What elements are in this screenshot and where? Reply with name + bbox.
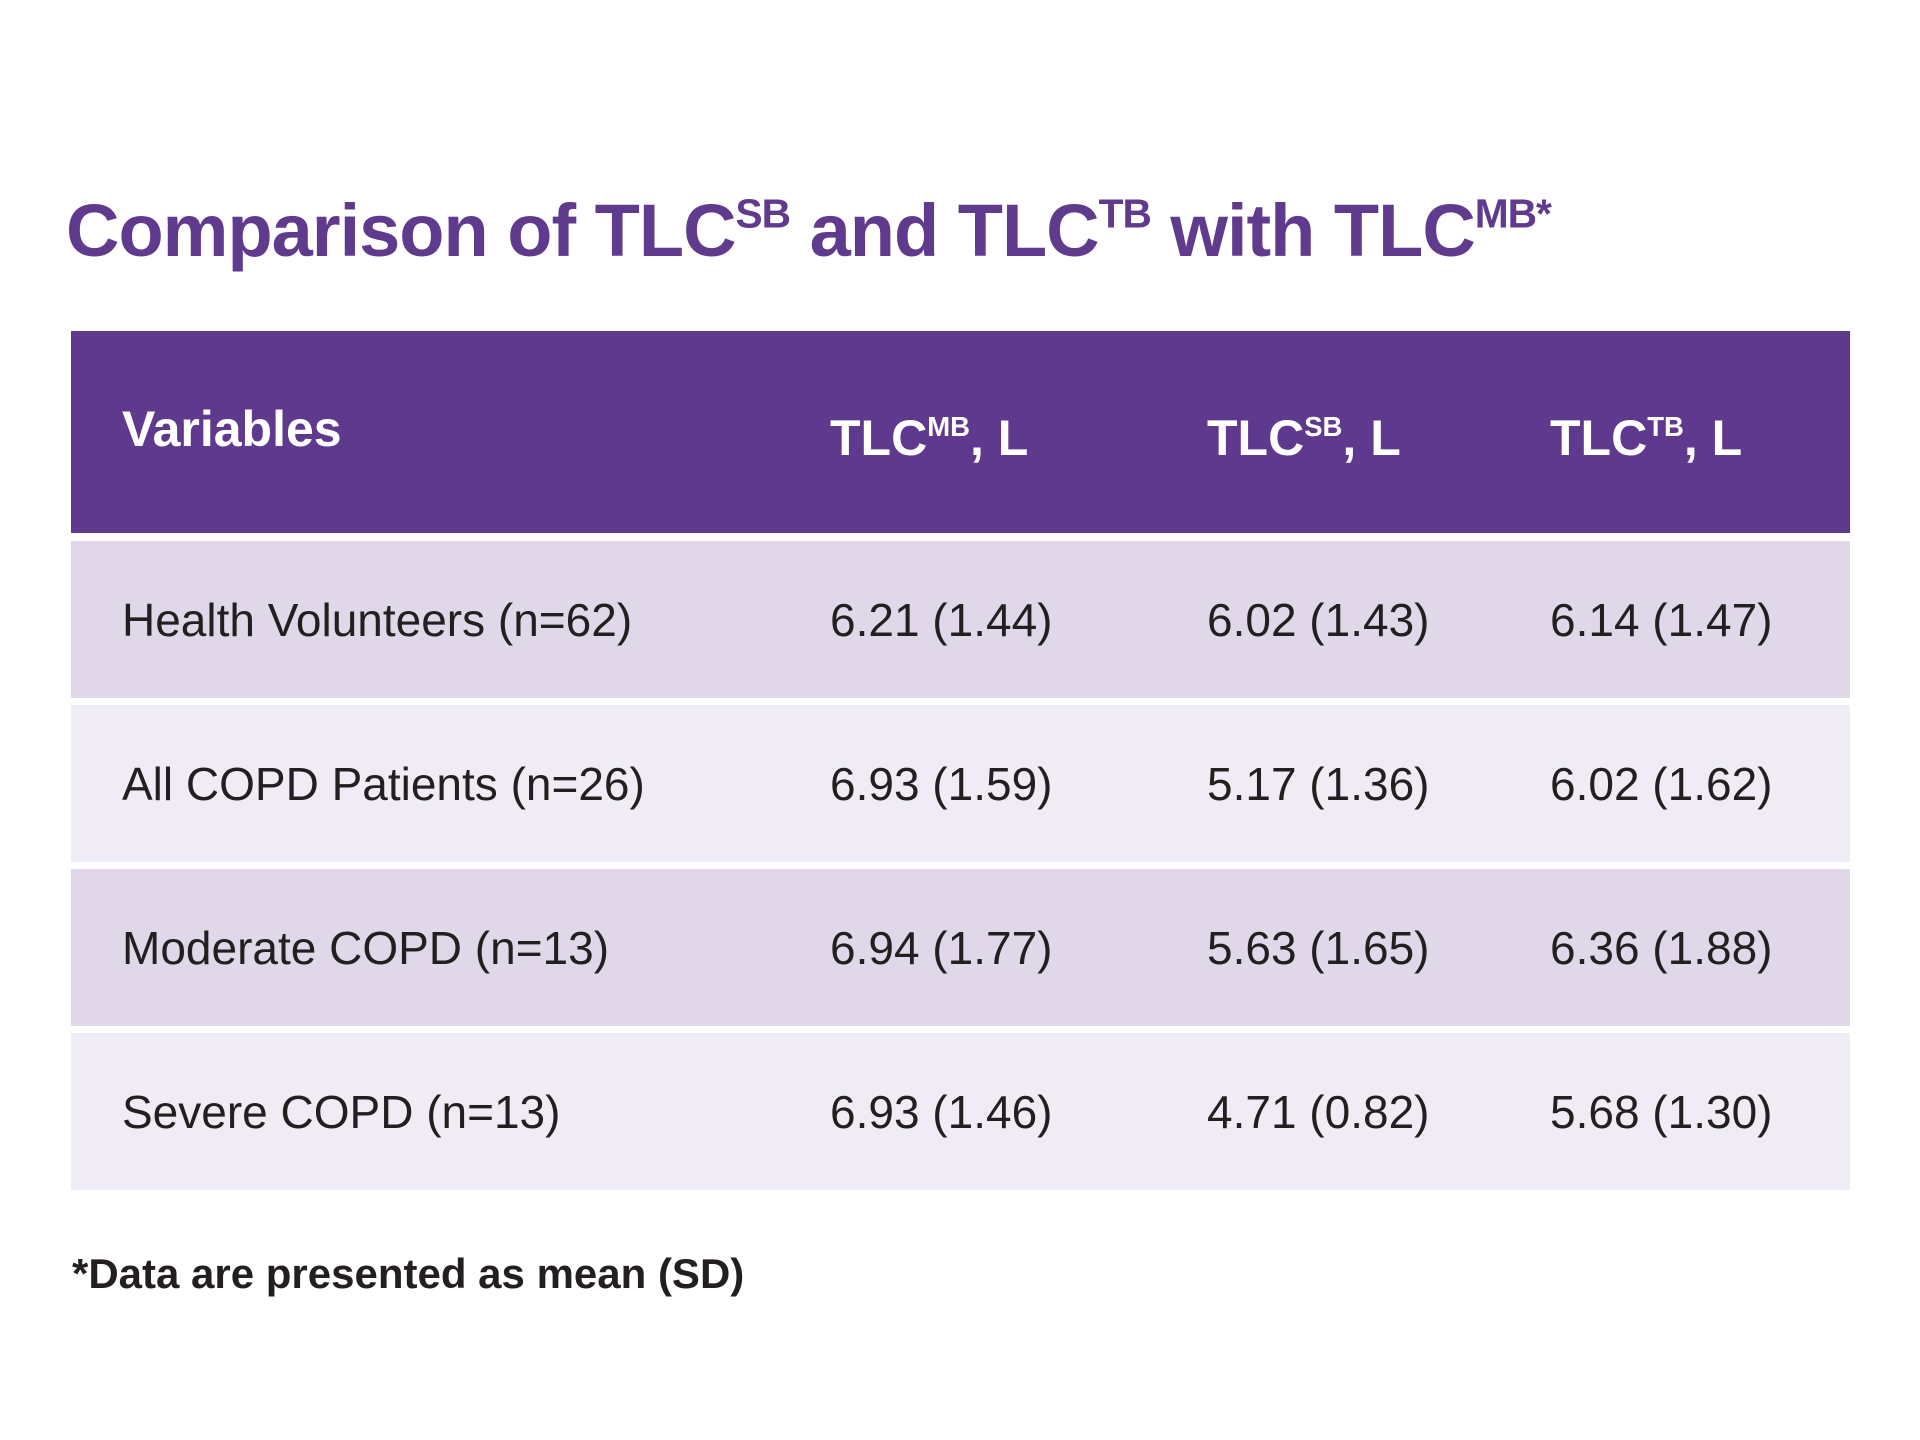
header-cell: Variables — [122, 400, 342, 458]
table-cell: Severe COPD (n=13) — [122, 1085, 561, 1138]
text: , L — [1683, 410, 1743, 466]
header-cell: TLCMB, L — [830, 409, 1028, 467]
table-row: Moderate COPD (n=13) 6.94 (1.77) 5.63 (1.6… — [71, 869, 1850, 1026]
text: Variables — [122, 401, 342, 457]
title: Comparison of TLCSB and TLCTB with TLCMB… — [66, 188, 1552, 273]
table-cell: 6.21 (1.44) — [830, 593, 1053, 646]
text: TLC — [1550, 410, 1648, 466]
text: and TLC — [790, 189, 1100, 272]
table-header: Variables TLCMB, L TLCSB, L TLCTB, L — [71, 331, 1850, 533]
table-cell: Health Volunteers (n=62) — [122, 593, 633, 646]
table-cell: 4.71 (0.82) — [1207, 1085, 1430, 1138]
table-cell: 6.14 (1.47) — [1550, 593, 1773, 646]
text: , L — [969, 410, 1029, 466]
superscript: MB — [927, 410, 970, 442]
footnote: *Data are presented as mean (SD) — [72, 1250, 745, 1297]
table-cell: 5.68 (1.30) — [1550, 1085, 1773, 1138]
table-cell: 6.02 (1.43) — [1207, 593, 1430, 646]
text: TLC — [830, 410, 928, 466]
text: , L — [1342, 410, 1401, 466]
table-cell: Moderate COPD (n=13) — [122, 921, 610, 974]
table-cell: 5.17 (1.36) — [1207, 757, 1430, 810]
table-cell: 6.94 (1.77) — [830, 921, 1053, 974]
table-cell: All COPD Patients (n=26) — [122, 757, 645, 810]
table-row: Health Volunteers (n=62) 6.21 (1.44) 6.02 … — [71, 541, 1850, 698]
superscript: TB — [1647, 410, 1684, 442]
superscript: SB — [1304, 410, 1343, 442]
table-cell: 6.02 (1.62) — [1550, 757, 1773, 810]
table-row: Severe COPD (n=13) 6.93 (1.46) 4.71 (0.82)… — [71, 1033, 1850, 1190]
text: Comparison of TLC — [66, 189, 737, 272]
table-cell: 5.63 (1.65) — [1207, 921, 1430, 974]
superscript: MB* — [1474, 190, 1552, 237]
header-cell: TLCTB, L — [1550, 409, 1742, 467]
table-cell: 6.36 (1.88) — [1550, 921, 1773, 974]
text: TLC — [1207, 410, 1305, 466]
table-cell: 6.93 (1.59) — [830, 757, 1053, 810]
table-cell: 6.93 (1.46) — [830, 1085, 1053, 1138]
superscript: SB — [735, 190, 792, 237]
superscript: TB — [1098, 190, 1152, 237]
text: with TLC — [1150, 189, 1475, 272]
header-cell: TLCSB, L — [1207, 409, 1401, 467]
table-row: All COPD Patients (n=26) 6.93 (1.59) 5.17 … — [71, 705, 1850, 862]
